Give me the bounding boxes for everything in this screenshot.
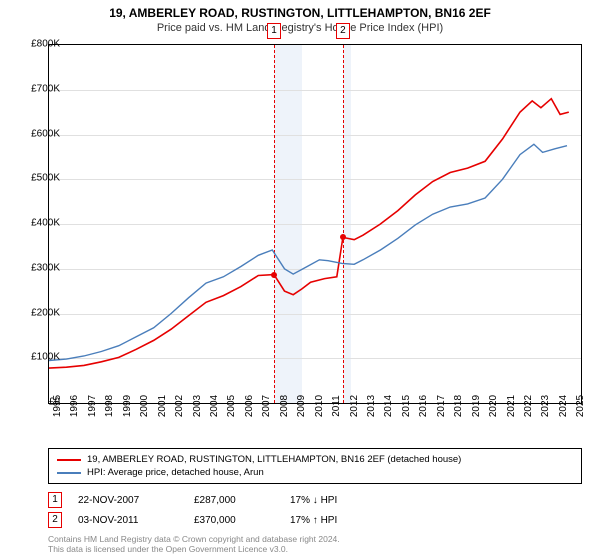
- x-tick-label: 1996: [69, 395, 80, 417]
- x-tick-label: 2007: [261, 395, 272, 417]
- x-tick-label: 2005: [226, 395, 237, 417]
- y-tick-label: £100K: [31, 352, 60, 363]
- x-tick-label: 2020: [488, 395, 499, 417]
- legend-item: 19, AMBERLEY ROAD, RUSTINGTON, LITTLEHAM…: [57, 453, 573, 466]
- sale-date: 03-NOV-2011: [78, 515, 178, 526]
- x-tick-label: 2021: [506, 395, 517, 417]
- sale-row: 1 22-NOV-2007 £287,000 17% ↓ HPI: [48, 490, 582, 510]
- y-tick-label: £300K: [31, 262, 60, 273]
- sale-row: 2 03-NOV-2011 £370,000 17% ↑ HPI: [48, 510, 582, 530]
- sale-marker-box: 1: [267, 23, 281, 39]
- y-tick-label: £800K: [31, 39, 60, 50]
- page-title: 19, AMBERLEY ROAD, RUSTINGTON, LITTLEHAM…: [0, 0, 600, 22]
- y-tick-label: £600K: [31, 128, 60, 139]
- sale-price: £287,000: [194, 495, 274, 506]
- x-tick-label: 2006: [244, 395, 255, 417]
- x-tick-label: 2013: [366, 395, 377, 417]
- x-tick-label: 2024: [558, 395, 569, 417]
- y-tick-label: £700K: [31, 83, 60, 94]
- sale-pct: 17% ↑ HPI: [290, 515, 400, 526]
- x-tick-label: 2018: [453, 395, 464, 417]
- y-tick-label: £400K: [31, 218, 60, 229]
- x-tick-label: 1997: [87, 395, 98, 417]
- chart: 12: [48, 44, 582, 404]
- x-tick-label: 2012: [349, 395, 360, 417]
- series-subject: [49, 99, 569, 368]
- page-subtitle: Price paid vs. HM Land Registry's House …: [0, 22, 600, 38]
- x-tick-label: 2000: [139, 395, 150, 417]
- x-tick-label: 2023: [540, 395, 551, 417]
- x-tick-label: 1995: [52, 395, 63, 417]
- x-tick-label: 2004: [209, 395, 220, 417]
- x-tick-label: 2008: [279, 395, 290, 417]
- x-tick-label: 2019: [471, 395, 482, 417]
- y-tick-label: £500K: [31, 173, 60, 184]
- sale-index-box: 2: [48, 512, 62, 528]
- x-tick-label: 1999: [122, 395, 133, 417]
- x-tick-label: 2025: [575, 395, 586, 417]
- y-tick-label: £200K: [31, 307, 60, 318]
- legend: 19, AMBERLEY ROAD, RUSTINGTON, LITTLEHAM…: [48, 448, 582, 484]
- sale-index-box: 1: [48, 492, 62, 508]
- x-tick-label: 2010: [314, 395, 325, 417]
- sale-date: 22-NOV-2007: [78, 495, 178, 506]
- x-tick-label: 1998: [104, 395, 115, 417]
- sale-marker-box: 2: [336, 23, 350, 39]
- footer-line1: Contains HM Land Registry data © Crown c…: [48, 534, 340, 544]
- x-tick-label: 2003: [192, 395, 203, 417]
- sale-pct: 17% ↓ HPI: [290, 495, 400, 506]
- x-tick-label: 2016: [418, 395, 429, 417]
- x-tick-label: 2022: [523, 395, 534, 417]
- x-tick-label: 2011: [331, 395, 342, 417]
- legend-item: HPI: Average price, detached house, Arun: [57, 466, 573, 479]
- series-hpi: [49, 144, 567, 360]
- footer-line2: This data is licensed under the Open Gov…: [48, 544, 340, 554]
- sales-list: 1 22-NOV-2007 £287,000 17% ↓ HPI 2 03-NOV-201…: [48, 490, 582, 530]
- sale-price: £370,000: [194, 515, 274, 526]
- x-tick-label: 2014: [383, 395, 394, 417]
- x-tick-label: 2015: [401, 395, 412, 417]
- x-tick-label: 2001: [157, 395, 168, 417]
- x-tick-label: 2002: [174, 395, 185, 417]
- footer: Contains HM Land Registry data © Crown c…: [48, 534, 340, 554]
- x-tick-label: 2017: [436, 395, 447, 417]
- x-tick-label: 2009: [296, 395, 307, 417]
